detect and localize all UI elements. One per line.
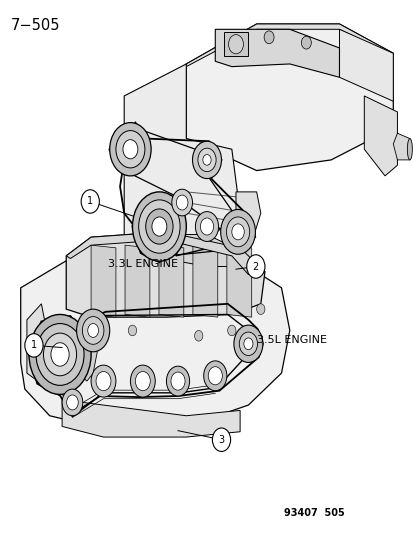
Text: 1: 1 [31,341,37,350]
Circle shape [88,324,98,337]
Polygon shape [21,245,289,432]
Polygon shape [91,245,116,317]
Circle shape [195,212,218,241]
Circle shape [29,314,91,394]
Polygon shape [125,245,150,317]
Circle shape [130,365,155,397]
Circle shape [166,366,189,396]
Circle shape [123,140,138,159]
Circle shape [227,325,235,336]
Polygon shape [339,29,392,101]
Text: 1: 1 [87,197,93,206]
Polygon shape [363,96,396,176]
Circle shape [145,209,173,244]
Circle shape [171,372,185,390]
Polygon shape [149,235,240,266]
Polygon shape [226,245,251,317]
Polygon shape [192,245,217,317]
Circle shape [231,224,244,240]
Text: 93407  505: 93407 505 [284,508,344,518]
Circle shape [230,36,240,49]
Polygon shape [76,341,97,381]
Circle shape [152,217,166,236]
Text: 3: 3 [218,435,224,445]
Circle shape [96,372,111,391]
Circle shape [132,192,186,261]
Circle shape [228,35,243,54]
Text: 3.3L ENGINE: 3.3L ENGINE [107,259,177,269]
Polygon shape [215,29,339,77]
Circle shape [212,428,230,451]
Polygon shape [186,24,392,67]
Circle shape [76,309,109,352]
Circle shape [62,389,83,416]
Circle shape [128,325,136,336]
Circle shape [66,395,78,410]
Polygon shape [66,232,264,317]
Text: 3.5L ENGINE: 3.5L ENGINE [256,335,326,345]
Circle shape [243,338,252,350]
Circle shape [197,148,216,172]
Polygon shape [62,400,240,437]
Polygon shape [159,245,183,317]
Circle shape [256,304,264,314]
Circle shape [200,218,213,235]
Circle shape [239,332,257,356]
Circle shape [81,190,99,213]
Circle shape [194,330,202,341]
Circle shape [246,255,264,278]
Polygon shape [186,24,392,171]
Circle shape [51,343,69,366]
Circle shape [36,324,84,385]
Circle shape [116,131,145,168]
Circle shape [82,317,104,344]
Ellipse shape [406,139,411,160]
Circle shape [25,334,43,357]
Text: 7−505: 7−505 [10,18,60,33]
Circle shape [220,209,255,254]
Circle shape [301,36,311,49]
Text: 2: 2 [252,262,259,271]
Circle shape [263,31,273,44]
Circle shape [203,361,226,391]
Circle shape [226,217,249,247]
Polygon shape [223,32,248,56]
Circle shape [43,333,76,376]
Circle shape [91,365,116,397]
Polygon shape [27,304,50,384]
Circle shape [176,195,188,210]
Circle shape [208,367,222,385]
Circle shape [171,189,192,216]
Circle shape [109,123,151,176]
Polygon shape [235,192,260,256]
Polygon shape [66,232,264,274]
Circle shape [233,325,262,362]
Polygon shape [124,64,240,240]
Circle shape [192,141,221,179]
Polygon shape [392,133,409,160]
Circle shape [202,155,211,165]
Circle shape [135,372,150,391]
Circle shape [138,200,180,253]
